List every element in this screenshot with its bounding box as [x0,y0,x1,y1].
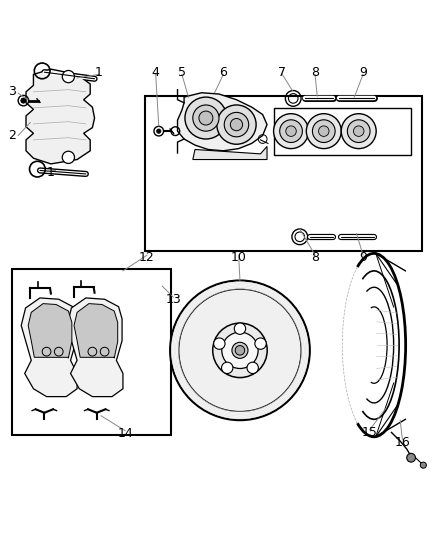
Polygon shape [67,298,123,397]
Text: 16: 16 [395,435,410,448]
Bar [274,108,411,155]
Circle shape [214,338,225,349]
Circle shape [420,462,426,468]
Bar [145,96,422,251]
Text: 8: 8 [311,66,319,79]
Circle shape [185,97,227,139]
Polygon shape [193,147,267,159]
Text: 2: 2 [8,129,15,142]
Circle shape [347,120,370,142]
Circle shape [170,280,310,420]
Text: 7: 7 [278,66,286,79]
Circle shape [247,362,258,374]
Text: 15: 15 [362,426,378,439]
Polygon shape [177,93,267,151]
Circle shape [286,126,296,136]
Circle shape [213,323,267,377]
Circle shape [199,111,213,125]
Bar [12,269,171,434]
Text: 12: 12 [139,251,155,264]
Circle shape [62,151,74,164]
Circle shape [224,112,249,137]
Circle shape [232,342,248,358]
Text: 1: 1 [95,66,103,79]
Circle shape [255,338,266,349]
Text: 14: 14 [117,427,133,440]
Circle shape [230,118,243,131]
Text: 9: 9 [359,251,367,264]
Circle shape [193,105,219,131]
Circle shape [235,345,245,355]
Circle shape [407,454,416,462]
Polygon shape [28,304,72,358]
Circle shape [306,114,341,149]
Circle shape [217,105,256,144]
Circle shape [341,114,376,149]
Polygon shape [74,304,118,358]
Circle shape [280,120,302,142]
Text: 5: 5 [178,66,186,79]
Text: 1: 1 [47,166,55,179]
Circle shape [312,120,335,142]
Circle shape [274,114,308,149]
Circle shape [156,129,161,133]
Polygon shape [21,298,77,397]
Circle shape [179,289,301,411]
Polygon shape [26,69,95,164]
Circle shape [234,323,246,334]
Circle shape [318,126,329,136]
Text: 3: 3 [8,85,15,99]
Text: 10: 10 [231,251,247,264]
Text: 8: 8 [311,251,319,264]
Circle shape [21,98,26,103]
Text: 13: 13 [165,293,181,306]
Text: 6: 6 [219,66,227,79]
Circle shape [222,332,258,368]
Text: 4: 4 [152,66,159,79]
Circle shape [222,362,233,374]
Circle shape [353,126,364,136]
Text: 9: 9 [359,66,367,79]
Circle shape [62,70,74,83]
